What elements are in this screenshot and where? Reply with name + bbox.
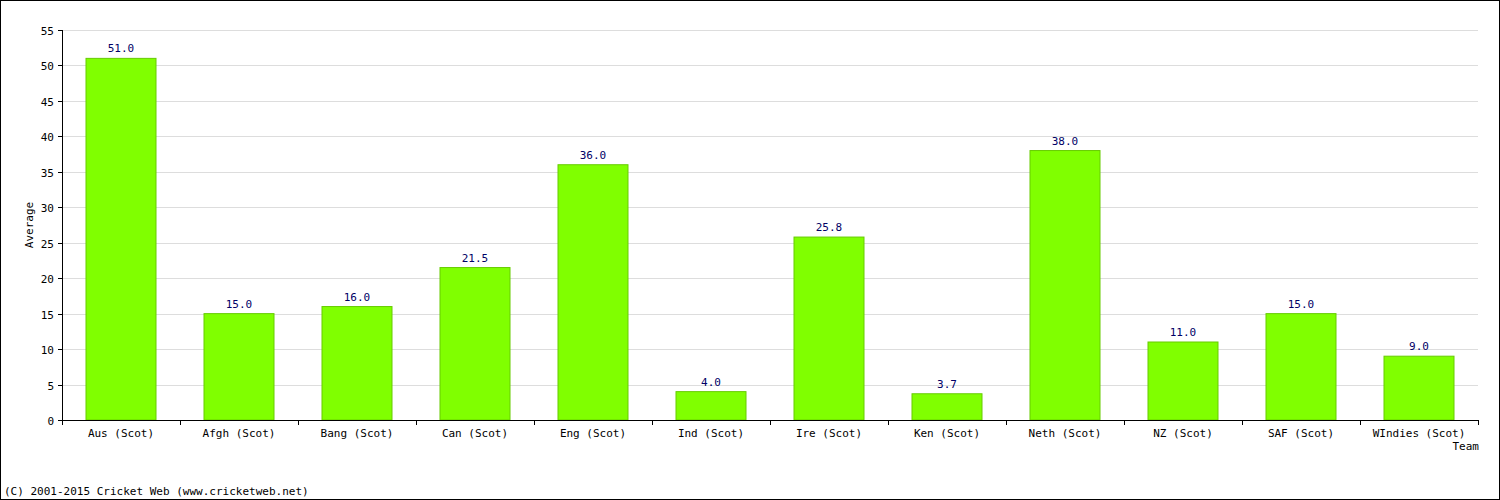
bar (912, 394, 982, 420)
grid (62, 31, 1478, 421)
y-tick (58, 136, 62, 137)
bar (440, 268, 510, 420)
y-tick-label: 20 (41, 273, 54, 286)
bar (1148, 342, 1218, 420)
y-tick-label: 5 (47, 380, 54, 393)
outer-border (1, 1, 1500, 500)
x-tick (1006, 420, 1007, 425)
bar (204, 314, 274, 420)
grid-line (62, 243, 1478, 244)
x-tick-label: Can (Scot) (442, 427, 508, 440)
y-tick (58, 385, 62, 386)
bar (86, 58, 156, 420)
x-tick-label: Ken (Scot) (914, 427, 980, 440)
data-label: 16.0 (344, 291, 371, 304)
y-tick-label: 10 (41, 344, 54, 357)
y-tick (58, 172, 62, 173)
x-tick (888, 420, 889, 425)
data-label: 21.5 (462, 252, 489, 265)
y-tick (58, 243, 62, 244)
y-tick-label: 30 (41, 202, 54, 215)
y-tick-label: 50 (41, 60, 54, 73)
x-tick-label: Ind (Scot) (678, 427, 744, 440)
bar (1266, 314, 1336, 420)
chart-svg: 0 5 10 15 20 25 30 35 40 45 50 55 51.0 15.0 16.0 21.5 36… (0, 0, 1500, 500)
bar (1030, 151, 1100, 420)
bar (794, 237, 864, 420)
chart-container: 0 5 10 15 20 25 30 35 40 45 50 55 51.0 15.0 16.0 21.5 36… (0, 0, 1500, 500)
x-axis-label: Team (1453, 440, 1480, 453)
y-tick (58, 420, 62, 421)
y-axis-label: Average (23, 202, 36, 248)
grid-line (62, 136, 1478, 137)
data-label: 4.0 (701, 376, 721, 389)
y-tick-label: 15 (41, 309, 54, 322)
bars (86, 58, 1454, 420)
data-label: 38.0 (1052, 135, 1079, 148)
bar (322, 307, 392, 420)
x-tick (416, 420, 417, 425)
data-label: 15.0 (1288, 298, 1315, 311)
x-tick (770, 420, 771, 425)
x-tick-label: SAF (Scot) (1268, 427, 1334, 440)
y-tick (58, 349, 62, 350)
grid-line (62, 65, 1478, 66)
x-tick-label: Eng (Scot) (560, 427, 626, 440)
y-tick (58, 30, 62, 31)
credit: (C) 2001-2015 Cricket Web (www.cricketwe… (4, 485, 309, 498)
data-label: 11.0 (1170, 326, 1197, 339)
y-axis (62, 30, 63, 420)
y-tick (58, 278, 62, 279)
y-tick-label: 40 (41, 131, 54, 144)
data-label: 15.0 (226, 298, 253, 311)
data-label: 51.0 (108, 42, 135, 55)
y-tick-label: 25 (41, 238, 54, 251)
x-tick-label: NZ (Scot) (1153, 427, 1213, 440)
y-tick (58, 207, 62, 208)
grid-line (62, 30, 1478, 31)
x-tick (1478, 420, 1479, 425)
grid-line (62, 207, 1478, 208)
x-tick (1124, 420, 1125, 425)
bar (1384, 356, 1454, 420)
data-label: 3.7 (937, 378, 957, 391)
x-tick-label: WIndies (Scot) (1373, 427, 1466, 440)
x-tick-label: Afgh (Scot) (203, 427, 276, 440)
y-tick-label: 35 (41, 167, 54, 180)
grid-line (62, 278, 1478, 279)
x-tick (62, 420, 63, 425)
x-tick-label: Ire (Scot) (796, 427, 862, 440)
grid-line (62, 172, 1478, 173)
x-tick (534, 420, 535, 425)
x-tick-label: Neth (Scot) (1029, 427, 1102, 440)
data-label: 36.0 (580, 149, 607, 162)
x-tick (298, 420, 299, 425)
y-tick (58, 314, 62, 315)
data-label: 25.8 (816, 221, 843, 234)
x-tick (652, 420, 653, 425)
y-tick (58, 101, 62, 102)
data-label: 9.0 (1409, 340, 1429, 353)
bar (558, 165, 628, 420)
x-tick-label: Aus (Scot) (88, 427, 154, 440)
bar (676, 392, 746, 420)
y-tick (58, 65, 62, 66)
x-tick (1242, 420, 1243, 425)
y-tick-label: 0 (47, 415, 54, 428)
x-tick (1360, 420, 1361, 425)
x-tick (180, 420, 181, 425)
x-tick-label: Bang (Scot) (321, 427, 394, 440)
y-tick-label: 55 (41, 25, 54, 38)
y-tick-label: 45 (41, 96, 54, 109)
grid-line (62, 101, 1478, 102)
